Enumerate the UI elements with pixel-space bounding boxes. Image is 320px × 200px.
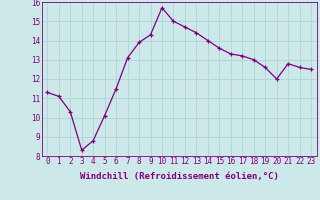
X-axis label: Windchill (Refroidissement éolien,°C): Windchill (Refroidissement éolien,°C) xyxy=(80,172,279,181)
